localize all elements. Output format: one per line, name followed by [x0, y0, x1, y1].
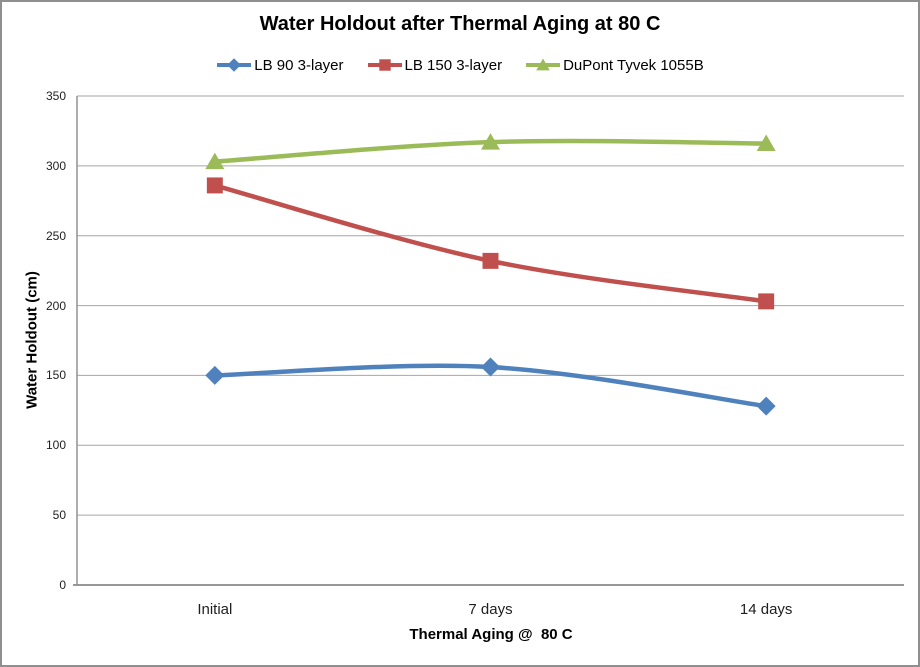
legend-item-3: DuPont Tyvek 1055B	[525, 55, 704, 75]
square-marker-icon	[206, 177, 223, 194]
square-marker-icon	[758, 293, 775, 310]
x-axis-title: Thermal Aging @ 80 C	[409, 626, 573, 643]
diamond-marker-icon	[205, 365, 225, 385]
y-tick-label: 300	[45, 158, 66, 173]
diamond-marker-icon	[756, 396, 776, 416]
y-tick-label: 50	[52, 508, 66, 523]
triangle-marker-icon	[756, 134, 776, 152]
legend-diamond-swatch-icon	[217, 58, 252, 72]
y-tick-label: 350	[45, 89, 66, 103]
series-3	[205, 133, 776, 170]
y-tick-label: 250	[45, 228, 66, 243]
y-tick-label: 200	[45, 298, 66, 313]
series-line	[212, 183, 769, 304]
x-category-label: 14 days	[739, 601, 793, 618]
legend-item-2: LB 150 3-layer	[367, 55, 503, 75]
legend-square-swatch-icon	[367, 59, 402, 71]
series-1	[205, 357, 776, 416]
legend: LB 90 3-layer LB 150 3-layer DuPont Tyvek …	[0, 53, 920, 77]
x-category-label: 7 days	[468, 601, 513, 618]
y-tick-label: 0	[59, 578, 66, 592]
y-tick-label: 150	[45, 368, 66, 383]
diamond-marker-icon	[481, 357, 500, 377]
y-axis-title: Water Holdout (cm)	[23, 271, 41, 409]
legend-item-1: LB 90 3-layer	[216, 55, 344, 75]
y-tick-label: 100	[45, 438, 66, 453]
square-marker-icon	[378, 59, 391, 71]
diamond-marker-icon	[227, 58, 242, 72]
legend-label: DuPont Tyvek 1055B	[563, 56, 704, 74]
triangle-marker-icon	[536, 58, 550, 71]
x-category-label: Initial	[197, 601, 233, 618]
chart-title: Water Holdout after Thermal Aging at 80 …	[259, 13, 661, 35]
legend-label: LB 150 3-layer	[404, 56, 503, 74]
triangle-marker-icon	[481, 133, 500, 150]
triangle-marker-icon	[205, 152, 225, 170]
legend-label: LB 90 3-layer	[254, 56, 344, 74]
legend-triangle-swatch-icon	[526, 58, 561, 71]
series-2	[206, 177, 775, 310]
square-marker-icon	[482, 252, 499, 269]
